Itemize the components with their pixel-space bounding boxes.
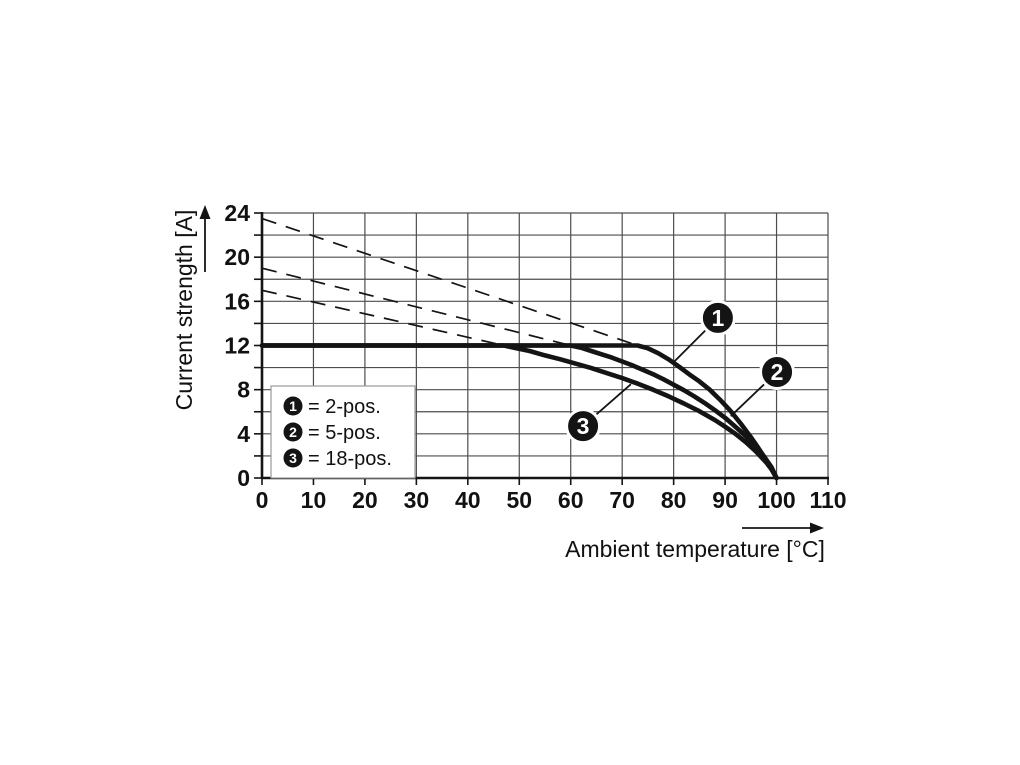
x-tick-label: 40 bbox=[455, 487, 481, 513]
y-tick-label: 20 bbox=[224, 244, 250, 270]
callout-number: 1 bbox=[711, 305, 724, 331]
callout-number: 2 bbox=[771, 359, 784, 385]
legend-item-2: 2 = 5-pos. bbox=[283, 422, 381, 444]
legend: 1 = 2-pos. 2 = 5-pos. 3 = 18-pos. bbox=[270, 385, 416, 479]
legend-marker-2-icon bbox=[283, 422, 303, 442]
y-axis-arrow-icon bbox=[199, 205, 211, 219]
dashed-extension-1 bbox=[261, 217, 638, 347]
x-tick-label: 50 bbox=[506, 487, 532, 513]
legend-label: = 18-pos. bbox=[308, 448, 392, 470]
dashed-extension-2 bbox=[261, 267, 571, 347]
x-axis-label: Ambient temperature [°C] bbox=[565, 536, 825, 562]
legend-label: = 2-pos. bbox=[308, 396, 381, 418]
curve-5-pos. bbox=[259, 343, 779, 481]
callout-number: 3 bbox=[577, 413, 590, 439]
curve-18-pos. bbox=[259, 343, 779, 481]
x-axis-label-group: Ambient temperature [°C] bbox=[565, 522, 825, 562]
callouts: 1 2 3 bbox=[565, 299, 796, 445]
callout-3: 3 bbox=[565, 383, 632, 445]
x-tick-label: 110 bbox=[809, 487, 846, 513]
x-tick-label: 20 bbox=[352, 487, 378, 513]
callout-1: 1 bbox=[671, 299, 736, 365]
derating-curves bbox=[259, 343, 779, 481]
x-tick-label: 0 bbox=[256, 487, 269, 513]
legend-marker-1-icon bbox=[283, 396, 303, 416]
callout-2: 2 bbox=[730, 354, 796, 417]
x-axis-arrow-icon bbox=[810, 522, 824, 534]
x-tick-label: 60 bbox=[558, 487, 584, 513]
legend-marker-number: 3 bbox=[289, 450, 297, 466]
x-tick-label: 30 bbox=[404, 487, 430, 513]
y-tick-label: 4 bbox=[237, 421, 250, 447]
dashed-derating-lines bbox=[261, 217, 638, 347]
legend-item-1: 1 = 2-pos. bbox=[283, 396, 381, 418]
y-tick-label: 0 bbox=[237, 465, 250, 491]
y-tick-label: 24 bbox=[224, 200, 250, 226]
x-tick-label: 10 bbox=[301, 487, 327, 513]
x-tick-label: 80 bbox=[661, 487, 687, 513]
y-axis-label-group: Current strength [A] bbox=[171, 205, 211, 410]
x-tick-label: 90 bbox=[712, 487, 738, 513]
legend-item-3: 3 = 18-pos. bbox=[283, 448, 392, 470]
legend-marker-number: 1 bbox=[289, 398, 297, 414]
y-tick-label: 8 bbox=[237, 377, 250, 403]
x-tick-label: 100 bbox=[757, 487, 795, 513]
callout-circle-icon bbox=[759, 354, 796, 390]
y-tick-label: 16 bbox=[224, 288, 250, 314]
dashed-extension-3 bbox=[261, 289, 505, 347]
y-axis-label: Current strength [A] bbox=[171, 210, 197, 411]
callout-circle-icon bbox=[565, 408, 602, 445]
legend-marker-3-icon bbox=[283, 448, 303, 468]
x-tick-label: 70 bbox=[609, 487, 635, 513]
y-tick-label: 12 bbox=[224, 333, 250, 359]
callout-circle-icon bbox=[699, 299, 736, 336]
legend-marker-number: 2 bbox=[289, 424, 297, 440]
legend-label: = 5-pos. bbox=[308, 422, 381, 444]
